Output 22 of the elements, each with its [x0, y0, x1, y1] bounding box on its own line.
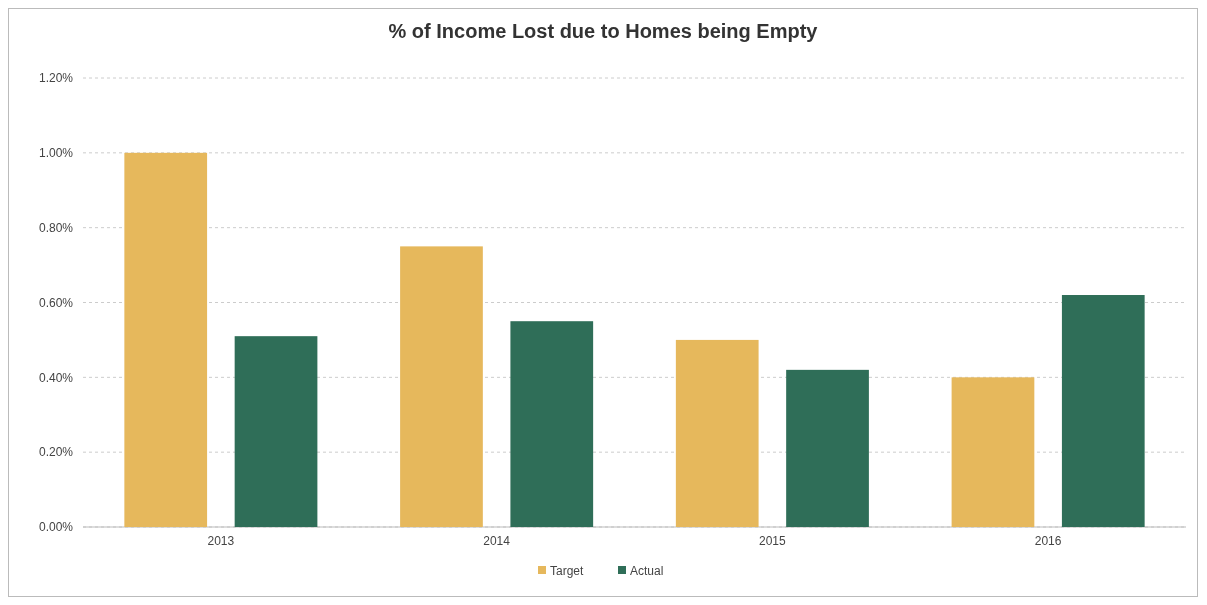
y-tick-label: 0.20%: [38, 445, 74, 460]
y-tick-label: 0.80%: [38, 220, 74, 235]
y-tick-label: 0.40%: [38, 370, 74, 385]
bar: [1061, 295, 1145, 527]
bar: [510, 321, 594, 527]
y-tick-label: 0.00%: [38, 520, 74, 535]
x-tick-label: 2016: [1034, 534, 1062, 548]
bar: [234, 336, 318, 527]
legend-label: Target: [550, 564, 585, 578]
bar: [400, 246, 483, 527]
y-tick-label: 0.60%: [38, 295, 74, 310]
x-tick-label: 2013: [207, 534, 235, 548]
bar: [951, 377, 1035, 527]
bar: [124, 152, 208, 527]
chart-title: % of Income Lost due to Homes being Empty: [388, 20, 819, 42]
x-tick-label: 2015: [759, 534, 787, 548]
y-tick-label: 1.20%: [38, 71, 74, 86]
legend-label: Actual: [630, 564, 664, 578]
x-tick-label: 2014: [483, 534, 511, 548]
bar: [786, 369, 869, 527]
y-tick-label: 1.00%: [38, 146, 74, 161]
bar: [675, 339, 759, 527]
